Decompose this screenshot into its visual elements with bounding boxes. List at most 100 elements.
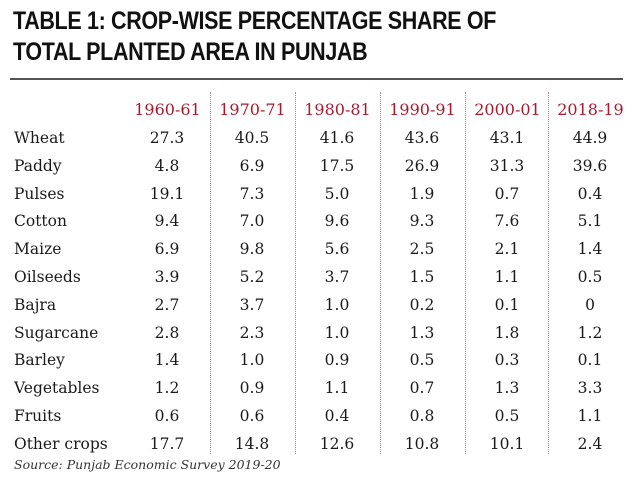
- crop-label: Other crops: [14, 434, 108, 453]
- data-cell: 0.6: [239, 407, 265, 425]
- data-cell: 0.8: [409, 407, 435, 425]
- crop-label: Paddy: [14, 156, 62, 175]
- data-cell: 5.2: [239, 268, 265, 286]
- data-cell: 27.3: [149, 129, 185, 147]
- title-line-2: TOTAL PLANTED AREA IN PUNJAB: [13, 38, 368, 66]
- data-cell: 19.1: [149, 184, 185, 203]
- data-cell: 0.7: [494, 184, 520, 203]
- data-cell: 3.7: [239, 295, 265, 314]
- table-row: Fruits 0.6 0.6 0.4 0.8 0.5 1.1: [0, 403, 633, 430]
- data-cell: 1.0: [324, 323, 350, 342]
- data-cell: 0.3: [494, 351, 520, 370]
- data-cell: 10.1: [489, 434, 525, 453]
- data-cell: 3.7: [324, 268, 350, 286]
- data-cell: 39.6: [572, 156, 608, 175]
- data-cell: 5.0: [324, 184, 350, 203]
- data-cell: 0.2: [409, 295, 435, 314]
- data-cell: 1.8: [494, 323, 520, 342]
- data-cell: 2.1: [494, 240, 520, 259]
- table-row: Pulses 19.1 7.3 5.0 1.9 0.7 0.4: [0, 181, 633, 208]
- data-cell: 0: [585, 295, 595, 314]
- column-divider: [210, 92, 211, 454]
- table-row: Barley 1.4 1.0 0.9 0.5 0.3 0.1: [0, 347, 633, 374]
- data-cell: 1.9: [409, 184, 435, 203]
- data-cell: 1.1: [494, 268, 520, 286]
- column-divider: [295, 92, 296, 454]
- data-cell: 3.9: [154, 268, 180, 286]
- data-cell: 17.5: [319, 156, 355, 175]
- year-header: 2018-19: [557, 100, 624, 119]
- crop-label: Wheat: [14, 129, 65, 147]
- data-cell: 2.8: [154, 323, 180, 342]
- data-cell: 7.6: [494, 212, 520, 231]
- column-divider: [465, 92, 466, 454]
- data-cell: 10.8: [404, 434, 440, 453]
- year-header: 1980-81: [304, 100, 371, 119]
- data-cell: 31.3: [489, 156, 525, 175]
- data-cell: 0.4: [324, 407, 350, 425]
- table-row: Vegetables 1.2 0.9 1.1 0.7 1.3 3.3: [0, 375, 633, 402]
- data-cell: 2.7: [154, 295, 180, 314]
- data-cell: 40.5: [234, 129, 270, 147]
- data-cell: 43.6: [404, 129, 440, 147]
- data-cell: 0.1: [494, 295, 520, 314]
- data-cell: 5.1: [577, 212, 603, 231]
- data-cell: 6.9: [239, 156, 265, 175]
- data-cell: 1.4: [154, 351, 180, 370]
- data-cell: 1.5: [409, 268, 435, 286]
- data-cell: 9.6: [324, 212, 350, 231]
- data-cell: 9.8: [239, 240, 265, 259]
- crop-label: Fruits: [14, 407, 62, 425]
- table-title: TABLE 1: CROP-WISE PERCENTAGE SHARE OF T…: [13, 6, 529, 68]
- year-header-row: 1960-61 1970-71 1980-81 1990-91 2000-01 …: [0, 98, 633, 124]
- column-divider: [380, 92, 381, 454]
- table-row: Oilseeds 3.9 5.2 3.7 1.5 1.1 0.5: [0, 264, 633, 291]
- year-header: 1970-71: [219, 100, 286, 119]
- crop-label: Vegetables: [14, 379, 100, 398]
- data-cell: 44.9: [572, 129, 608, 147]
- crop-label: Sugarcane: [14, 323, 99, 342]
- data-cell: 9.4: [154, 212, 180, 231]
- crop-label: Barley: [14, 351, 65, 370]
- data-cell: 0.1: [577, 351, 603, 370]
- title-line-1: TABLE 1: CROP-WISE PERCENTAGE SHARE OF: [13, 7, 497, 35]
- data-cell: 26.9: [404, 156, 440, 175]
- title-divider: [10, 78, 623, 80]
- data-cell: 1.3: [409, 323, 435, 342]
- data-cell: 7.0: [239, 212, 265, 231]
- data-cell: 1.0: [239, 351, 265, 370]
- year-header: 1960-61: [134, 100, 201, 119]
- data-cell: 0.7: [409, 379, 435, 398]
- table-row: Cotton 9.4 7.0 9.6 9.3 7.6 5.1: [0, 208, 633, 235]
- data-cell: 1.2: [154, 379, 180, 398]
- data-cell: 2.3: [239, 323, 265, 342]
- data-cell: 4.8: [154, 156, 180, 175]
- crop-label: Cotton: [14, 212, 67, 231]
- data-cell: 0.9: [324, 351, 350, 370]
- table-row: Maize 6.9 9.8 5.6 2.5 2.1 1.4: [0, 236, 633, 263]
- data-cell: 0.5: [409, 351, 435, 370]
- year-header: 1990-91: [389, 100, 456, 119]
- data-cell: 2.4: [577, 434, 603, 453]
- data-cell: 1.1: [324, 379, 350, 398]
- data-cell: 0.6: [154, 407, 180, 425]
- column-divider: [548, 92, 549, 454]
- data-cell: 1.2: [577, 323, 603, 342]
- data-cell: 1.0: [324, 295, 350, 314]
- crop-label: Pulses: [14, 184, 65, 203]
- data-cell: 6.9: [154, 240, 180, 259]
- data-cell: 43.1: [489, 129, 525, 147]
- data-cell: 7.3: [239, 184, 265, 203]
- data-cell: 0.4: [577, 184, 603, 203]
- crop-label: Bajra: [14, 295, 57, 314]
- data-cell: 1.4: [577, 240, 603, 259]
- data-cell: 1.1: [577, 407, 603, 425]
- data-cell: 3.3: [577, 379, 603, 398]
- table-row: Bajra 2.7 3.7 1.0 0.2 0.1 0: [0, 292, 633, 319]
- table-row: Other crops 17.7 14.8 12.6 10.8 10.1 2.4: [0, 431, 633, 458]
- year-header: 2000-01: [474, 100, 541, 119]
- data-cell: 0.9: [239, 379, 265, 398]
- table-row: Sugarcane 2.8 2.3 1.0 1.3 1.8 1.2: [0, 320, 633, 347]
- data-cell: 41.6: [319, 129, 355, 147]
- data-cell: 9.3: [409, 212, 435, 231]
